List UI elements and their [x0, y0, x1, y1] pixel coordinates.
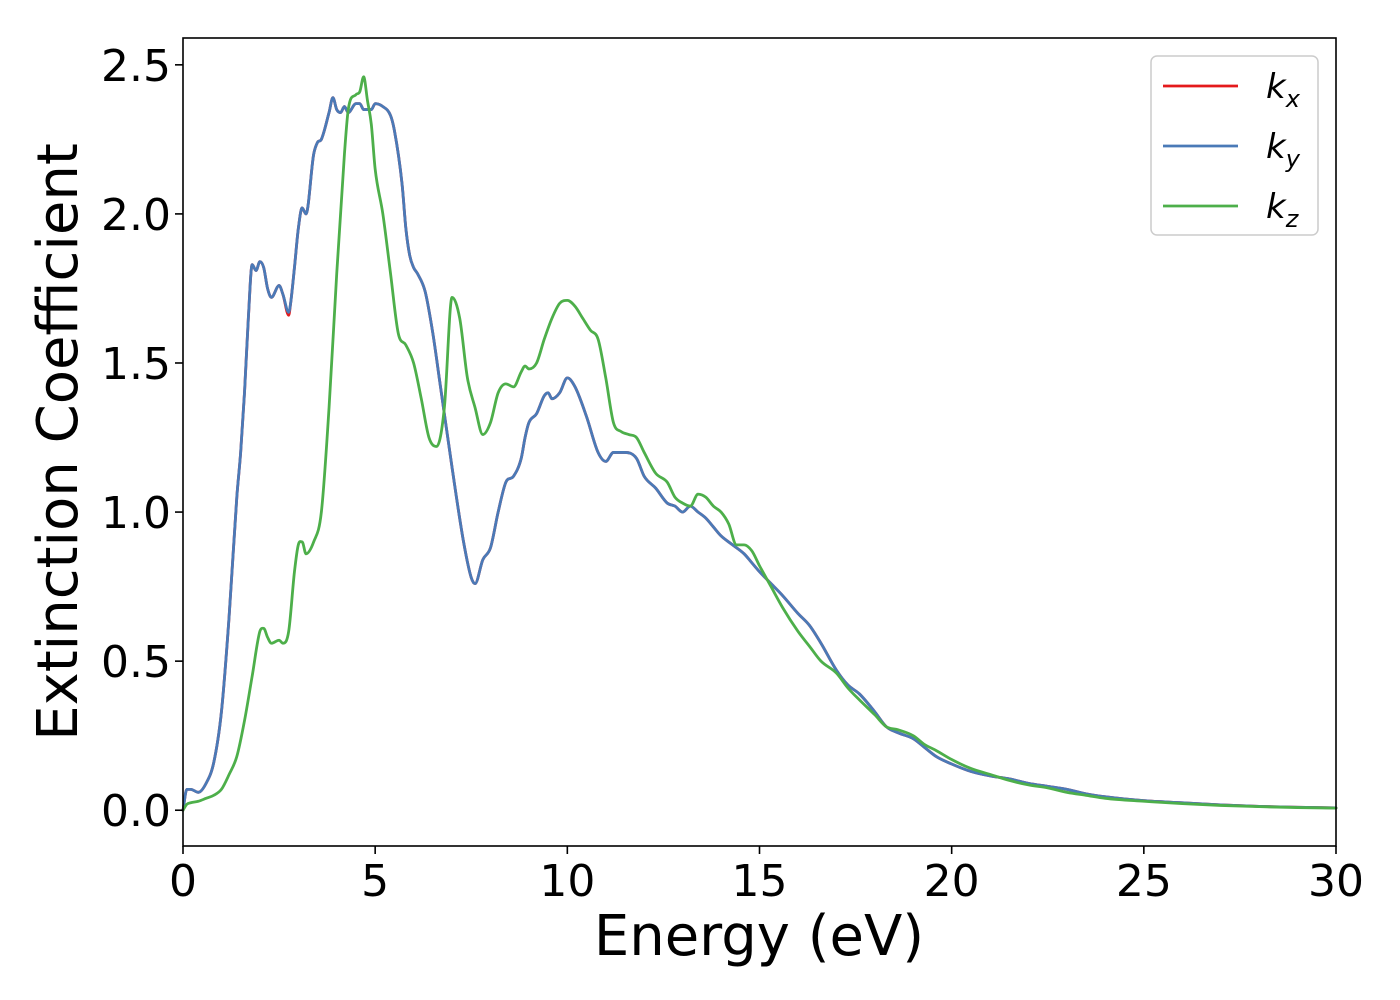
legend-label-kz: kz: [1266, 187, 1300, 233]
legend-label-ky: ky: [1266, 127, 1301, 173]
x-axis-ticks: 0 5 10 15 20 25 30: [169, 846, 1364, 907]
x-tick-label: 10: [539, 856, 595, 907]
y-tick-label: 2.5: [101, 41, 171, 92]
y-axis-title: Extinction Coefficient: [26, 143, 91, 741]
series-lines: [181, 75, 1338, 812]
legend-label-sub: y: [1285, 145, 1301, 173]
y-tick-label: 0.0: [101, 786, 171, 837]
legend-label-sub: x: [1285, 85, 1301, 113]
series-line-ky: [181, 96, 1338, 812]
y-axis-ticks: 0.0 0.5 1.0 1.5 2.0 2.5: [101, 41, 183, 837]
legend-label-kx: kx: [1266, 67, 1301, 113]
y-tick-label: 2.0: [101, 190, 171, 241]
legend-label-main: k: [1266, 187, 1287, 227]
legend-label-main: k: [1266, 127, 1287, 167]
y-tick-label: 0.5: [101, 637, 171, 688]
x-tick-label: 0: [169, 856, 197, 907]
y-tick-label: 1.0: [101, 488, 171, 539]
x-tick-label: 25: [1116, 856, 1172, 907]
x-tick-label: 5: [361, 856, 389, 907]
x-tick-label: 30: [1308, 856, 1364, 907]
x-tick-label: 20: [924, 856, 980, 907]
legend-label-main: k: [1266, 67, 1287, 107]
legend-label-sub: z: [1285, 205, 1300, 233]
series-line-kz: [181, 75, 1338, 812]
x-axis-title: Energy (eV): [594, 904, 924, 969]
x-tick-label: 15: [732, 856, 788, 907]
y-tick-label: 1.5: [101, 339, 171, 390]
